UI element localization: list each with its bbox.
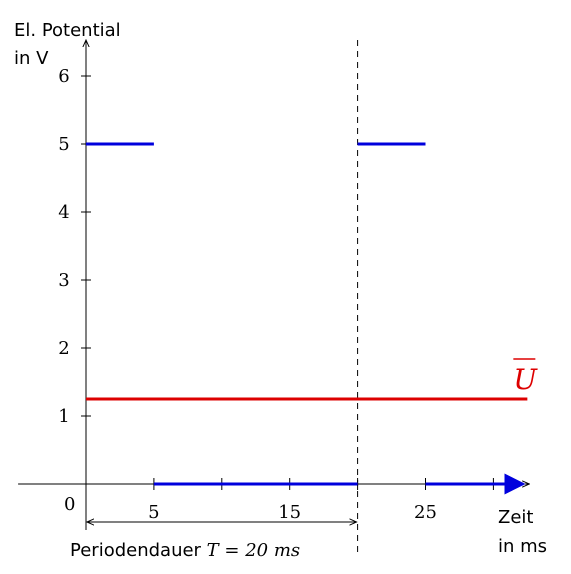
x-tick-label-25: 25 [414, 502, 437, 523]
mean-voltage-label: U [513, 363, 538, 396]
y-tick-label-3: 3 [58, 270, 69, 291]
y-tick-label-6: 6 [58, 66, 69, 87]
y-tick-label-2: 2 [58, 338, 69, 359]
y-tick-label-5: 5 [58, 134, 69, 155]
x-axis-label-line-1: Zeit [498, 507, 533, 528]
y-tick-label-4: 4 [58, 202, 69, 223]
period-label-math: T = 20 ms [207, 540, 300, 561]
y-axis-label-line-1: El. Potential [14, 20, 121, 41]
x-tick-label-5: 5 [148, 502, 159, 523]
origin-label: 0 [64, 494, 75, 515]
y-tick-label-1: 1 [58, 406, 69, 427]
period-label-text: Periodendauer [70, 540, 207, 561]
axis-ticks: 1 2 3 4 5 6 5 15 25 [58, 66, 493, 523]
x-tick-label-15: 15 [278, 502, 301, 523]
y-axis-label-line-2: in V [14, 48, 49, 69]
period-label: Periodendauer T = 20 ms [70, 540, 300, 561]
x-axis-label-line-2: in ms [498, 536, 547, 557]
axes [18, 40, 529, 518]
